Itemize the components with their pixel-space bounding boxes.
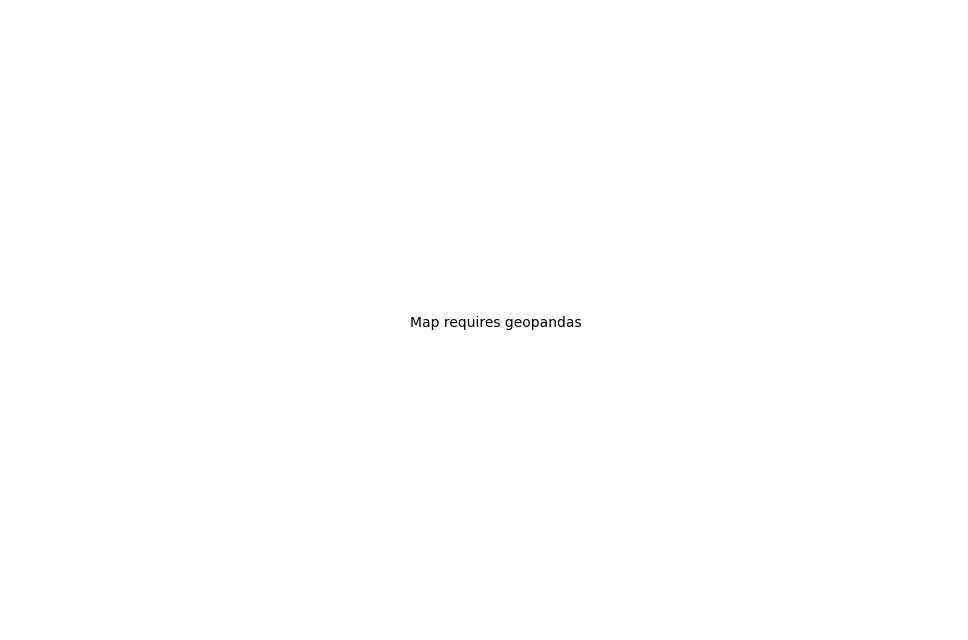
Text: Map requires geopandas: Map requires geopandas <box>410 316 582 330</box>
